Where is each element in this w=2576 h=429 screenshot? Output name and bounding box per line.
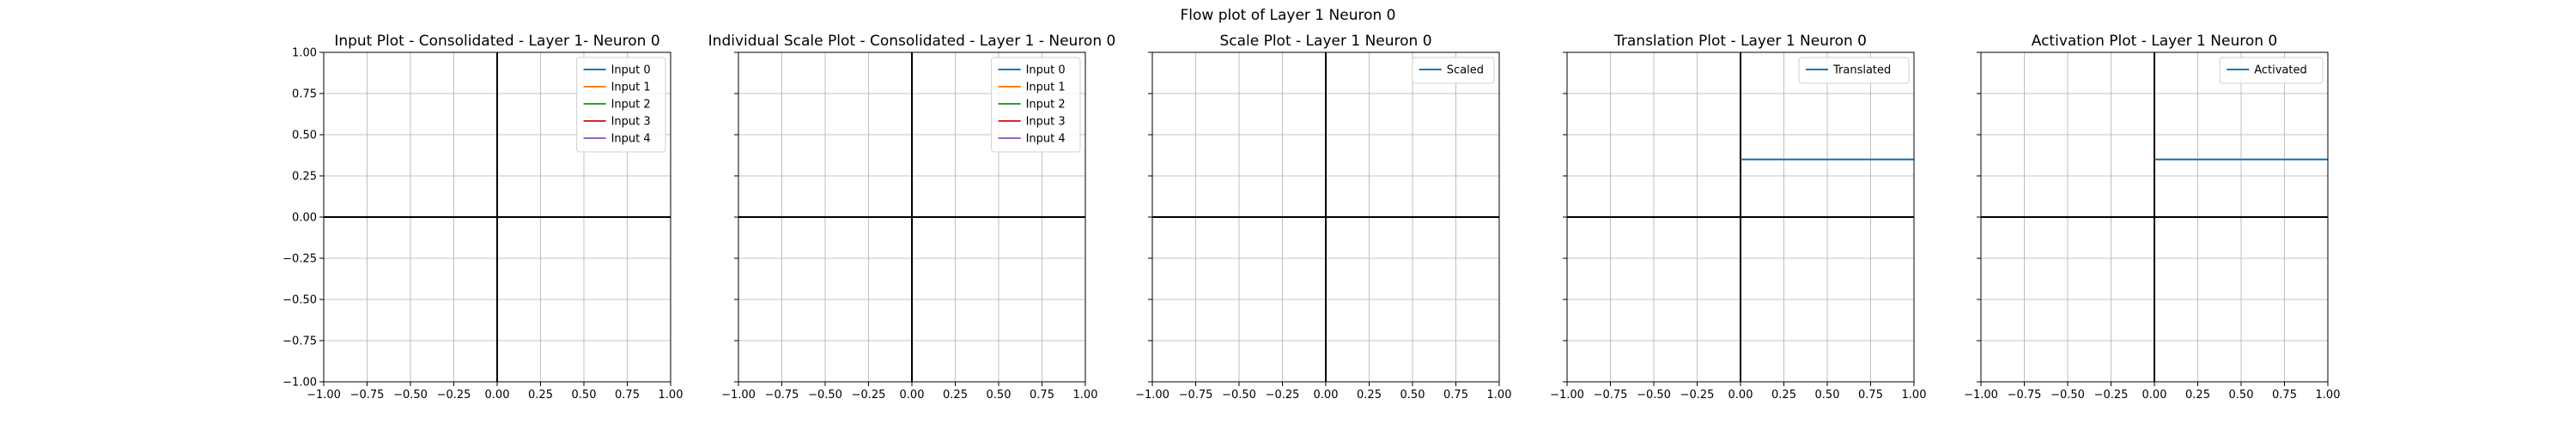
y-tick-label: 0.75 — [292, 88, 317, 101]
x-tick-label: 1.00 — [1487, 389, 1512, 402]
legend-label: Input 4 — [611, 133, 651, 146]
x-tick-label: −1.00 — [1135, 389, 1170, 402]
x-tick-label: 0.00 — [2142, 389, 2167, 402]
legend-label: Input 3 — [611, 116, 651, 129]
legend-label: Activated — [2254, 64, 2307, 77]
legend-label: Scaled — [1447, 64, 1484, 77]
legend-label: Input 0 — [611, 64, 651, 77]
figure-suptitle: Flow plot of Layer 1 Neuron 0 — [1181, 7, 1396, 24]
x-tick-label: 0.25 — [2185, 389, 2210, 402]
subplot-title: Translation Plot - Layer 1 Neuron 0 — [1613, 33, 1867, 50]
y-tick-label: 0.00 — [292, 212, 317, 225]
x-tick-label: −1.00 — [1964, 389, 1998, 402]
y-tick-label: 1.00 — [292, 47, 317, 60]
x-tick-label: −0.25 — [437, 389, 471, 402]
x-tick-label: −0.75 — [1594, 389, 1628, 402]
subplot-2: Individual Scale Plot - Consolidated - L… — [708, 33, 1116, 402]
subplot-3: Scale Plot - Layer 1 Neuron 0−1.00 −0.75−… — [1135, 33, 1511, 402]
x-tick-label: 0.75 — [1443, 389, 1468, 402]
legend: Input 0 Input 1 Input 2 Input 3 Input 4 — [991, 57, 1081, 153]
x-tick-label: 0.50 — [1400, 389, 1425, 402]
x-tick-label: 0.75 — [1858, 389, 1883, 402]
x-tick-label: −0.25 — [1266, 389, 1300, 402]
legend-label: Input 0 — [1026, 64, 1066, 77]
subplot-title: Activation Plot - Layer 1 Neuron 0 — [2032, 33, 2277, 50]
x-tick-label: −0.75 — [765, 389, 799, 402]
legend-box — [991, 57, 1081, 153]
x-tick-label: 0.00 — [485, 389, 510, 402]
legend-label: Input 3 — [1026, 116, 1066, 129]
y-tick-label: −0.75 — [283, 335, 317, 348]
x-tick-label: 0.50 — [2229, 389, 2254, 402]
x-tick-label: 0.50 — [572, 389, 597, 402]
x-tick-label: 0.00 — [1314, 389, 1339, 402]
legend-box — [2219, 57, 2324, 84]
x-tick-label: −0.50 — [393, 389, 428, 402]
legend: Scaled — [1412, 57, 1495, 84]
legend: Activated — [2219, 57, 2324, 84]
x-tick-label: 0.50 — [1815, 389, 1840, 402]
subplot-title: Scale Plot - Layer 1 Neuron 0 — [1219, 33, 1431, 50]
x-tick-label: −0.50 — [2050, 389, 2085, 402]
x-tick-label: 0.25 — [528, 389, 553, 402]
x-tick-label: 1.00 — [1073, 389, 1098, 402]
x-tick-label: 0.25 — [1771, 389, 1796, 402]
subplot-5: Activation Plot - Layer 1 Neuron 0−1.00−… — [1964, 33, 2340, 402]
x-tick-label: −1.00 — [307, 389, 341, 402]
x-tick-label: 0.50 — [987, 389, 1012, 402]
legend-label: Translated — [1832, 64, 1891, 77]
x-tick-label: −0.50 — [1637, 389, 1671, 402]
legend-label: Input 1 — [1026, 82, 1066, 94]
y-tick-label: 0.50 — [292, 130, 317, 142]
x-tick-label: −0.75 — [1179, 389, 1213, 402]
x-tick-label: 0.25 — [1357, 389, 1382, 402]
x-tick-label: 1.00 — [2316, 389, 2341, 402]
subplot-1: Input Plot - Consolidated - Layer 1- Neu… — [283, 33, 683, 402]
subplot-title: Input Plot - Consolidated - Layer 1- Neu… — [334, 33, 659, 50]
legend-label: Input 2 — [1026, 99, 1066, 112]
legend: Input 0 Input 1 Input 2 Input 3 Input 4 — [576, 57, 666, 153]
subplot-panels: Input Plot - Consolidated - Layer 1- Neu… — [283, 33, 2340, 402]
x-tick-label: −0.25 — [2094, 389, 2129, 402]
x-tick-label: 0.75 — [2272, 389, 2297, 402]
legend-box — [1412, 57, 1495, 84]
y-tick-label: −1.00 — [283, 377, 317, 390]
x-tick-label: 0.00 — [900, 389, 925, 402]
y-tick-label: 0.25 — [292, 171, 317, 184]
x-tick-label: −1.00 — [721, 389, 756, 402]
legend-label: Input 1 — [611, 82, 651, 94]
x-tick-label: −0.50 — [1222, 389, 1256, 402]
x-tick-label: −0.50 — [808, 389, 842, 402]
x-tick-label: 0.25 — [943, 389, 968, 402]
y-tick-label: −0.50 — [283, 294, 317, 307]
legend-label: Input 4 — [1026, 133, 1066, 146]
x-tick-label: −1.00 — [1550, 389, 1584, 402]
subplot-4: Translation Plot - Layer 1 Neuron 0 −1.00… — [1550, 33, 1926, 402]
x-tick-label: 1.00 — [1902, 389, 1927, 402]
legend: Translated — [1798, 57, 1910, 84]
y-tick-label: −0.25 — [283, 253, 317, 266]
legend-box — [576, 57, 666, 153]
x-tick-label: 1.00 — [659, 389, 683, 402]
legend-box — [1798, 57, 1910, 84]
subplot-title: Individual Scale Plot - Consolidated - L… — [708, 33, 1116, 50]
x-tick-label: −0.75 — [2008, 389, 2042, 402]
x-tick-label: −0.25 — [852, 389, 886, 402]
x-tick-label: −0.25 — [1680, 389, 1715, 402]
x-tick-label: 0.75 — [1030, 389, 1054, 402]
x-tick-label: 0.75 — [615, 389, 640, 402]
x-tick-label: 0.00 — [1728, 389, 1753, 402]
x-tick-label: −0.75 — [350, 389, 385, 402]
legend-label: Input 2 — [611, 99, 651, 112]
